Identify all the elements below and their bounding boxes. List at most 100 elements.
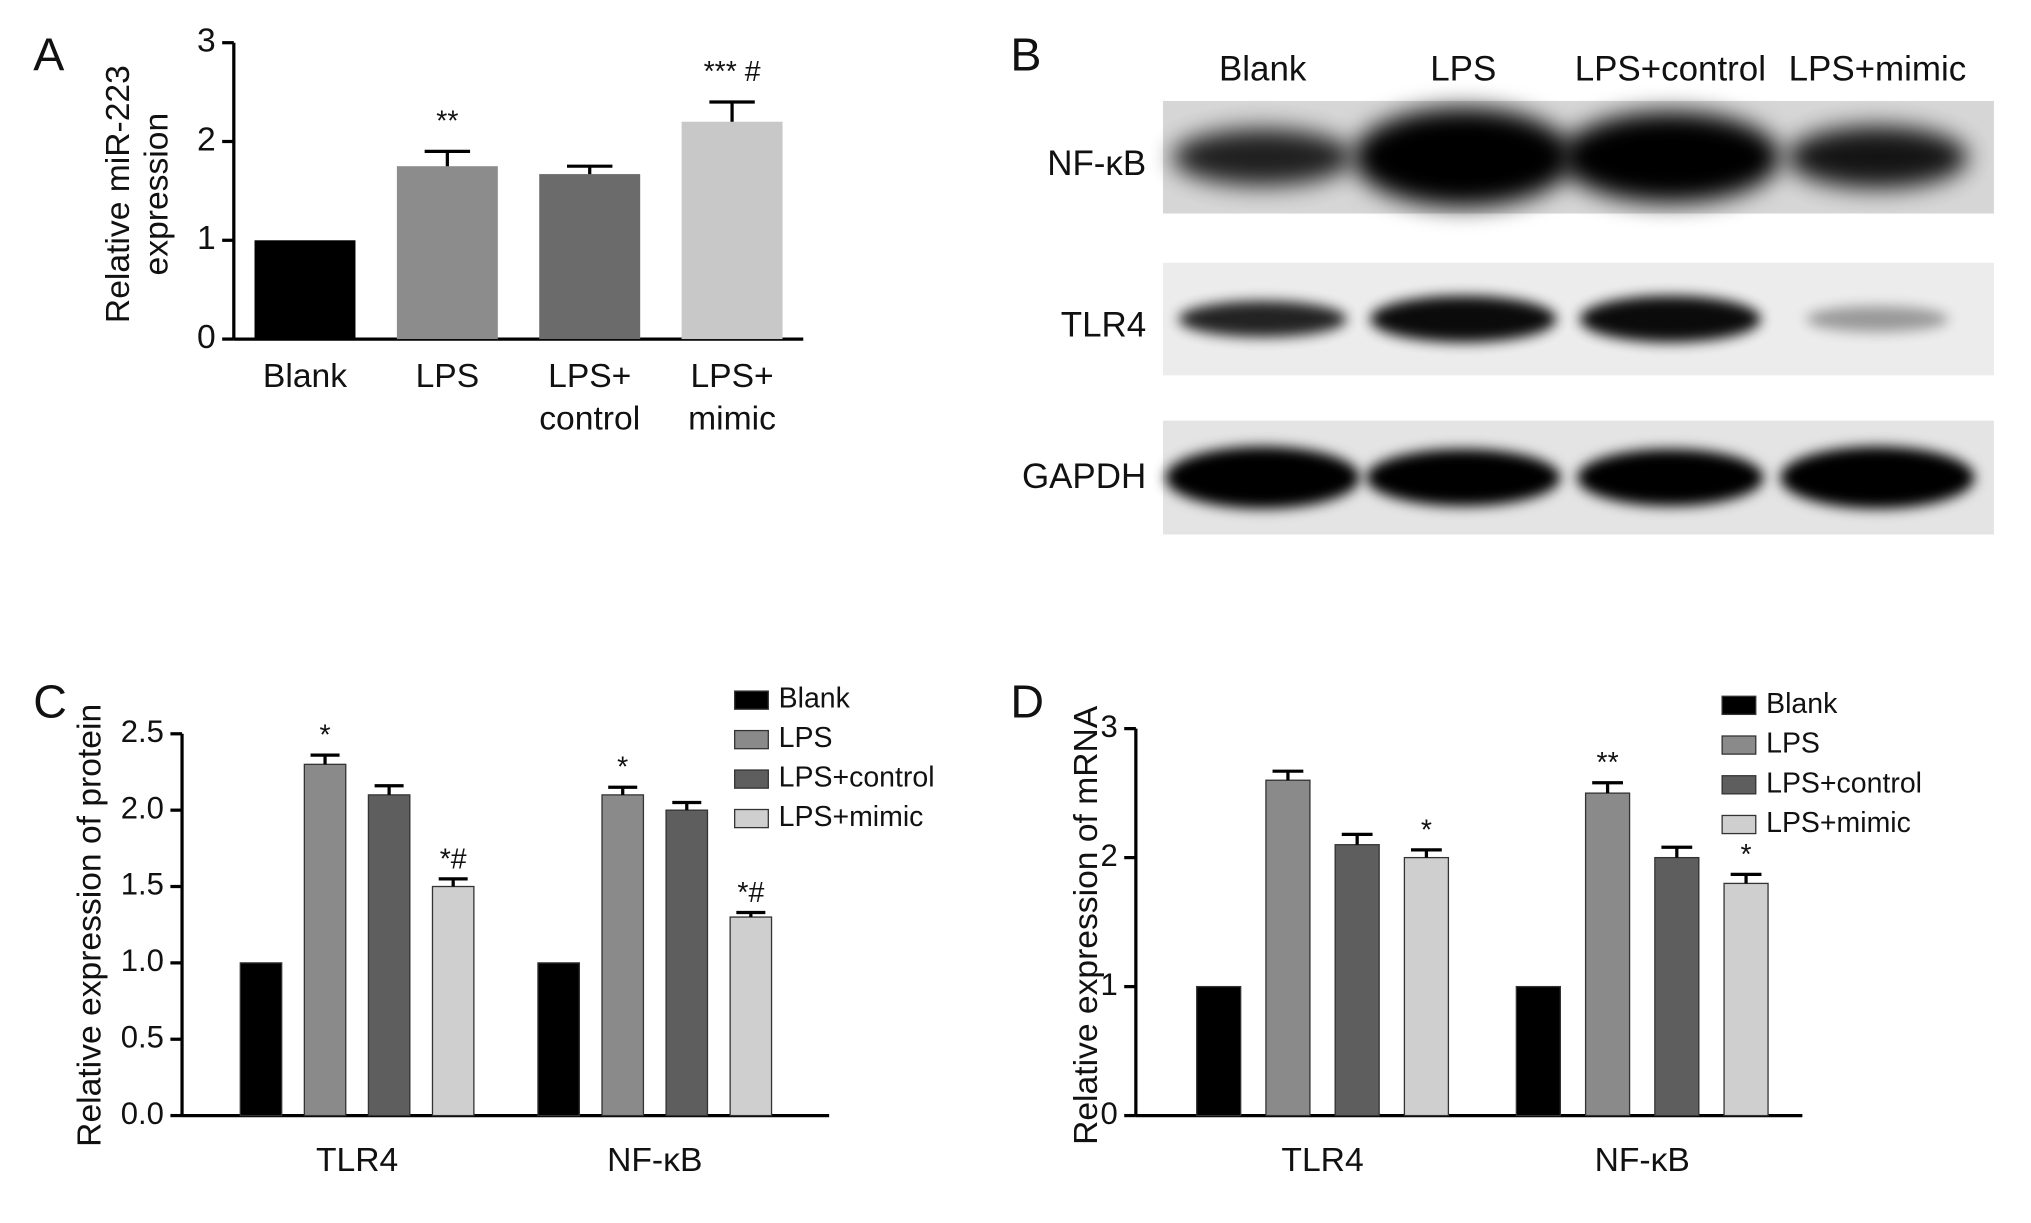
legend-swatch: [734, 729, 769, 750]
error-bar: [438, 877, 468, 887]
y-tick-label: 0.5: [121, 1019, 164, 1054]
legend-label: LPS: [779, 722, 833, 754]
y-tick-label: 2.5: [121, 714, 164, 749]
y-tick-label: 2.0: [121, 790, 164, 825]
significance-label: *: [617, 752, 628, 784]
bar: [367, 794, 411, 1117]
x-tick-label: LPS: [416, 358, 480, 395]
row-label: GAPDH: [1022, 457, 1146, 496]
error-bar: [567, 164, 613, 175]
x-tick-label: NF-κB: [607, 1142, 702, 1179]
blot-band: [1786, 126, 1969, 189]
blot-band: [1577, 449, 1764, 507]
x-tick-label: TLR4: [1281, 1142, 1363, 1179]
error-bar: [608, 785, 638, 795]
legend-swatch: [734, 808, 769, 829]
y-axis-title: expression: [139, 113, 176, 276]
error-bar: [1411, 848, 1442, 858]
y-axis-title: Relative expression of protein: [71, 704, 108, 1147]
significance-label: *** #: [704, 56, 761, 88]
blot-band: [1579, 295, 1761, 343]
error-bar: [424, 149, 471, 167]
error-bar: [310, 753, 340, 765]
blot-band: [1366, 449, 1561, 507]
x-tick-label: LPS+: [690, 358, 773, 395]
lane-label: LPS: [1430, 49, 1496, 88]
y-tick-label: 1.0: [121, 943, 164, 978]
y-tick-label: 0.0: [121, 1096, 164, 1131]
significance-label: *#: [440, 843, 467, 875]
y-axis-title: Relative miR-223: [100, 65, 137, 323]
legend-swatch: [1721, 735, 1757, 755]
y-tick-label: 1.5: [121, 867, 164, 902]
significance-label: *: [320, 720, 331, 752]
blot-band: [1370, 295, 1557, 343]
error-bar: [1592, 781, 1623, 794]
bar: [601, 794, 645, 1117]
legend-label: Blank: [779, 683, 851, 715]
bar: [431, 885, 475, 1117]
bar: [681, 121, 783, 340]
lane-label: LPS+control: [1575, 49, 1766, 88]
panel-label: C: [33, 676, 67, 728]
y-tick-label: 1: [197, 220, 216, 257]
blot-band: [1806, 306, 1949, 332]
bar: [303, 763, 347, 1117]
error-bar: [1272, 769, 1304, 781]
bar: [1584, 792, 1631, 1117]
legend-swatch: [1721, 814, 1757, 835]
y-tick-label: 1: [1100, 967, 1117, 1002]
blot-band: [1560, 111, 1781, 203]
legend-label: LPS+control: [779, 762, 935, 794]
lane-label: Blank: [1219, 49, 1307, 88]
error-bar: [736, 910, 766, 918]
legend-label: LPS+control: [1766, 767, 1922, 799]
x-tick-label: LPS+: [548, 358, 631, 395]
legend-swatch: [734, 769, 769, 789]
panel-label: D: [1010, 676, 1044, 728]
legend-label: Blank: [1766, 688, 1838, 720]
significance-label: **: [1597, 747, 1619, 779]
significance-label: *: [1421, 814, 1432, 846]
bar: [665, 809, 709, 1117]
legend-label: LPS+mimic: [779, 801, 924, 833]
blot-band: [1780, 446, 1975, 509]
error-bar: [1341, 832, 1373, 845]
row-label: TLR4: [1061, 306, 1146, 345]
bar: [729, 916, 773, 1117]
bar: [254, 240, 356, 340]
blot-band: [1353, 108, 1574, 207]
bar: [396, 166, 498, 340]
blot-band: [1172, 128, 1354, 186]
y-tick-label: 3: [1100, 709, 1117, 744]
x-tick-label: TLR4: [316, 1142, 398, 1179]
x-tick-label: NF-κB: [1595, 1142, 1690, 1179]
row-label: NF-κB: [1047, 144, 1146, 183]
lane-label: LPS+mimic: [1789, 49, 1967, 88]
legend-swatch: [1721, 775, 1757, 795]
y-tick-label: 0: [197, 319, 216, 356]
blot-band: [1178, 300, 1347, 338]
bar: [1723, 882, 1769, 1117]
y-tick-label: 2: [197, 121, 216, 158]
y-axis-title: Relative expression of mRNA: [1068, 705, 1105, 1145]
x-tick-label: mimic: [688, 400, 776, 437]
error-bar: [672, 800, 702, 811]
error-bar: [709, 100, 755, 122]
y-tick-label: 3: [197, 23, 216, 60]
bar: [1403, 856, 1450, 1117]
bar: [1196, 985, 1242, 1117]
bar: [1265, 779, 1311, 1117]
y-tick-label: 0: [1100, 1096, 1117, 1131]
y-tick-label: 2: [1100, 838, 1117, 873]
significance-label: *: [1741, 839, 1752, 871]
bar: [1515, 985, 1561, 1117]
legend-swatch: [734, 690, 769, 710]
error-bar: [1661, 845, 1693, 858]
bar: [1654, 856, 1700, 1117]
bar: [239, 962, 283, 1117]
x-tick-label: Blank: [263, 358, 347, 395]
significance-label: **: [436, 105, 458, 137]
